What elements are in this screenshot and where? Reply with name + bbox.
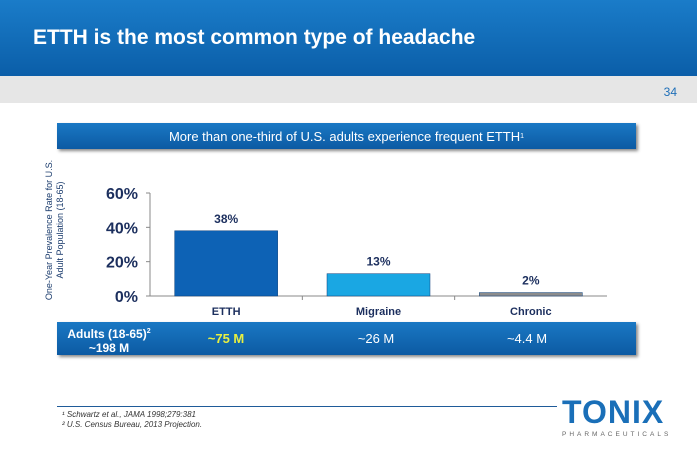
y-tick-label: 40%: [106, 220, 138, 237]
footnote-2: ² U.S. Census Bureau, 2013 Projection.: [62, 420, 203, 429]
data-label: 2%: [522, 274, 540, 288]
bar-etth: [174, 230, 278, 297]
subtitle-sup: 1: [520, 132, 525, 140]
population-chronic: ~4.4 M: [506, 331, 548, 346]
header-bar: [0, 0, 697, 76]
page-number: 34: [663, 85, 677, 99]
population-label-sup: 2: [146, 328, 151, 335]
data-label: 38%: [214, 212, 238, 226]
logo-tagline: PHARMACEUTICALS: [562, 431, 672, 438]
tonix-logo: TONIX PHARMACEUTICALS: [562, 396, 687, 439]
logo-name: TONIX: [562, 394, 665, 430]
bar-migraine: [326, 273, 431, 297]
population-label-text: Adults (18-65): [67, 327, 147, 341]
footnote-divider: [57, 406, 557, 407]
footnotes: ¹ Schwartz et al., JAMA 1998;279:381 ² U…: [62, 410, 202, 430]
subtitle-text: More than one-third of U.S. adults exper…: [168, 128, 521, 144]
y-tick-label: 60%: [106, 186, 138, 203]
population-total: ~198 M: [88, 341, 130, 355]
population-label: Adults (18-65)2 ~198 M: [57, 325, 161, 355]
data-label: 13%: [366, 255, 390, 269]
population-migraine: ~26 M: [357, 331, 395, 346]
population-etth: ~75 M: [207, 331, 245, 346]
x-tick-label: ETTH: [212, 306, 241, 318]
header-band: [0, 76, 697, 103]
x-tick-label: Migraine: [356, 306, 401, 318]
subtitle-box: More than one-third of U.S. adults exper…: [57, 123, 636, 149]
y-tick-label: 0%: [115, 289, 138, 306]
population-bar: Adults (18-65)2 ~198 M ~75 M ~26 M ~4.4 M: [57, 322, 636, 355]
x-tick-label: Chronic: [510, 306, 552, 318]
slide-title: ETTH is the most common type of headache: [33, 26, 476, 49]
y-tick-label: 20%: [106, 255, 138, 272]
footnote-1: ¹ Schwartz et al., JAMA 1998;279:381: [62, 410, 196, 419]
bar-chronic: [479, 292, 583, 297]
